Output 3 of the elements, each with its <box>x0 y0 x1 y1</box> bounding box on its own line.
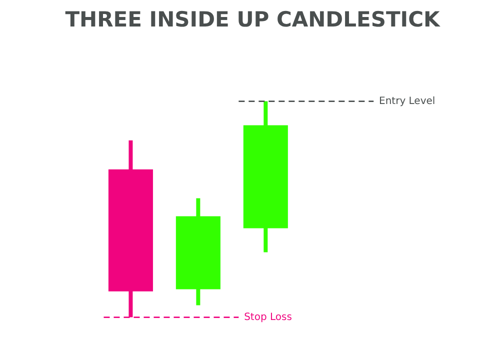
chart-title: THREE INSIDE UP CANDLESTICK <box>65 8 441 32</box>
ref-line-label: Stop Loss <box>244 312 292 323</box>
ref-line-label: Entry Level <box>379 96 436 107</box>
